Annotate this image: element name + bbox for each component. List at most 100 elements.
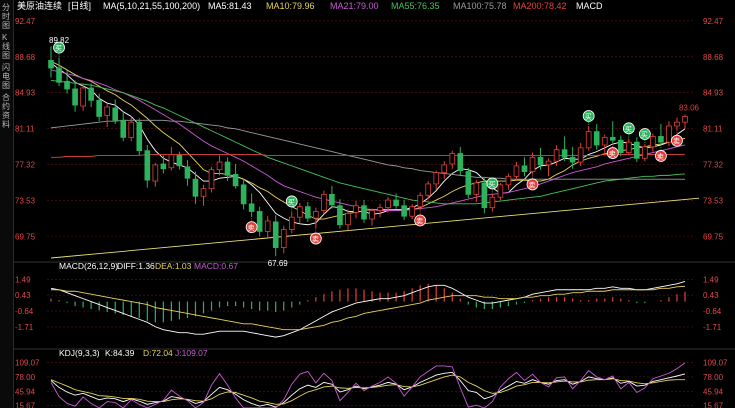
tab-intraday[interactable]: 分时图 (2, 3, 10, 30)
kdj-tick-left: 109.07 (15, 359, 40, 368)
candle-body (385, 199, 391, 209)
macd-panel (50, 281, 686, 338)
candle-body (577, 147, 584, 163)
candle-body (369, 210, 375, 220)
candle-body (184, 166, 191, 179)
kdj-k: K:84.39 (105, 348, 135, 358)
candle-body (256, 211, 263, 232)
sell-signal-icon (245, 221, 258, 234)
candle-body (232, 174, 239, 187)
candle-body (160, 163, 167, 170)
sell-signal-text: 卖 (416, 218, 423, 226)
sell-signal-text: 卖 (248, 224, 255, 232)
candle-body (280, 229, 287, 248)
kdj-tick-right: 78.00 (703, 373, 724, 382)
candle-body (433, 172, 440, 185)
grid-lines: 92.47 92.47 88.68 88.68 84.93 84.93 81.11 81.11… (13, 17, 735, 408)
kdj-panel (50, 362, 686, 408)
macd-link[interactable]: MACD (576, 1, 603, 11)
ma55-value: MA55:76.35 (391, 1, 440, 11)
high-price-label: 89.82 (49, 36, 70, 45)
candle-body (489, 196, 496, 209)
candle-body (441, 164, 448, 173)
sell-signal-text: 卖 (657, 153, 664, 161)
macd-dea: DEA:1.03 (155, 261, 192, 271)
ma-params: MA(5,10,21,55,100,200) (103, 1, 200, 11)
buy-signal-icon (582, 110, 595, 122)
tab-contract-info[interactable]: 合约资料 (2, 93, 10, 129)
price-tick-left: 92.47 (15, 17, 36, 26)
macd-tick-right: 1.49 (703, 276, 719, 285)
price-tick-left: 84.93 (15, 88, 36, 97)
candle-body (569, 156, 576, 163)
price-tick-left: 77.32 (15, 161, 36, 170)
sell-signal-icon (606, 147, 619, 159)
sell-signal-icon (414, 214, 427, 227)
macd-tick-left: 1.49 (15, 276, 31, 285)
candle-body (449, 153, 456, 165)
instrument-name: 美原油连续 (17, 0, 62, 11)
kdj-d: D:72.04 (143, 348, 173, 358)
kdj-tick-left: 78.00 (15, 373, 36, 382)
candle-body (240, 184, 247, 205)
candle-body (176, 155, 183, 167)
candle-body (393, 199, 399, 207)
candle-body (481, 182, 488, 209)
candle-body (658, 136, 664, 143)
candle-body (321, 193, 327, 211)
tab-flash[interactable]: 闪电图 (2, 63, 10, 90)
macd-header: MACD(26,12,9) DIFF:1.36 DEA:1.03 MACD:0.… (59, 261, 238, 271)
recent-high-label: 83.06 (679, 104, 700, 113)
ma10-value: MA10:79.96 (266, 1, 315, 11)
price-tick-left: 69.75 (15, 233, 36, 242)
macd-tick-right: 0.43 (703, 291, 719, 300)
candle-body (401, 205, 407, 217)
candle-body (650, 136, 656, 148)
candle-body (313, 211, 319, 219)
candle-body (337, 205, 343, 226)
candle-body (144, 150, 151, 181)
tab-kline[interactable]: K线图 (2, 33, 10, 60)
candle-body (682, 116, 688, 123)
candle-body (224, 161, 231, 176)
candle-body (136, 121, 143, 152)
candle-body (666, 125, 672, 143)
candle-body (88, 87, 94, 101)
candle-body (513, 165, 520, 177)
macd-tick-left: -0.64 (15, 307, 34, 316)
candle-body (457, 153, 464, 172)
candle-body (216, 161, 223, 171)
candle-body (272, 221, 279, 248)
candle-body (208, 169, 215, 190)
candle-body (200, 188, 207, 197)
candle-body (120, 119, 127, 138)
price-tick-left: 88.68 (15, 53, 36, 62)
kdj-tick-right: 45.94 (703, 388, 724, 397)
buy-signal-icon (638, 128, 651, 140)
candle-body (593, 131, 600, 146)
buy-signal-text: 买 (585, 113, 592, 121)
sell-signal-icon (526, 178, 539, 191)
ma200-value: MA200:78.42 (513, 1, 567, 11)
candle-body (353, 205, 359, 213)
price-tick-left: 73.53 (15, 197, 36, 206)
candle-body (537, 156, 544, 166)
sell-signal-icon (655, 150, 667, 162)
ma5-value: MA5:81.43 (208, 1, 252, 11)
buy-signal-icon (622, 122, 635, 135)
kdj-k-line (50, 371, 686, 408)
candle-body (585, 131, 592, 149)
candle-body (96, 99, 102, 117)
candle-body (152, 164, 159, 182)
candle-body (465, 171, 472, 195)
macd-diff-line (50, 281, 686, 338)
macd-tick-right: -0.64 (703, 307, 722, 316)
candle-body (545, 160, 552, 166)
macd-diff: DIFF:1.36 (117, 261, 155, 271)
candle-body (296, 206, 303, 218)
sidebar: 分时图 K线图 闪电图 合约资料 (0, 0, 14, 408)
macd-tick-right: -1.71 (703, 323, 722, 332)
kdj-tick-right: 109.07 (703, 359, 728, 368)
candle-body (264, 220, 271, 232)
sell-signal-text: 卖 (609, 150, 616, 158)
